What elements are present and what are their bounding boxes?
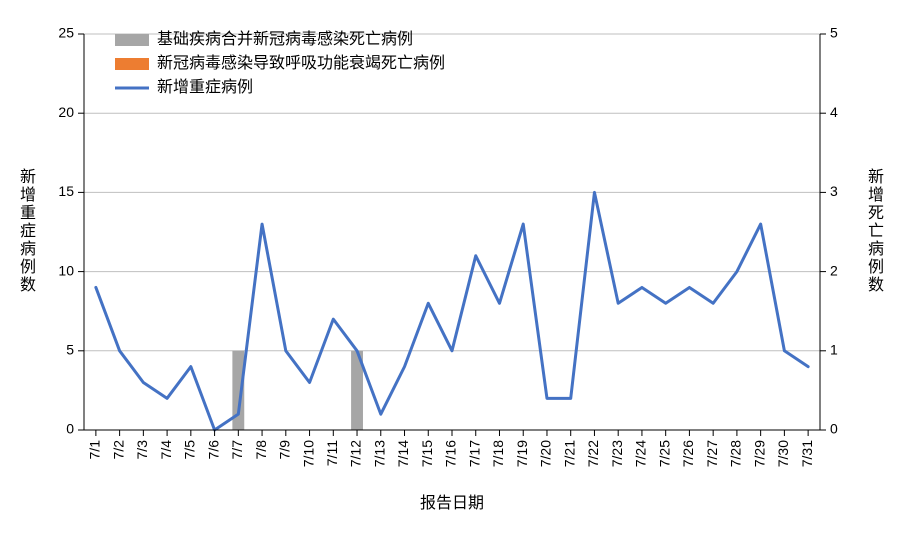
x-tick-label: 7/19 [514, 440, 530, 467]
y-right-axis-label: 亡 [868, 222, 884, 240]
x-tick-label: 7/4 [158, 440, 174, 460]
x-tick-label: 7/24 [633, 440, 649, 467]
legend-label: 新冠病毒感染导致呼吸功能衰竭死亡病例 [157, 54, 445, 72]
x-tick-label: 7/9 [277, 440, 293, 460]
combo-chart: 7/1 7/2 7/3 7/4 7/5 7/6 7/7 7/8 7/9 7/10 7/11 7/12 7… [0, 0, 904, 534]
x-tick-label: 7/20 [538, 440, 554, 467]
x-tick-label: 7/22 [585, 440, 601, 467]
y-right-axis-label: 病 [868, 240, 884, 258]
y-right-axis-label: 新 [868, 168, 884, 186]
legend-label: 基础疾病合并新冠病毒感染死亡病例 [157, 30, 413, 48]
x-tick-label: 7/3 [134, 440, 150, 460]
y-left-axis-label: 例 [20, 258, 36, 276]
x-tick-label: 7/12 [348, 440, 364, 467]
y-right-axis-label: 死 [868, 205, 884, 222]
x-tick-label: 7/6 [205, 440, 221, 460]
y-right-tick-label: 2 [830, 262, 838, 278]
x-tick-label: 7/7 [229, 440, 245, 460]
y-left-axis-label: 重 [20, 204, 36, 222]
x-tick-label: 7/27 [704, 440, 720, 467]
x-axis-title: 报告日期 [420, 494, 484, 512]
y-right-tick-label: 4 [830, 104, 838, 120]
y-right-axis-label: 数 [868, 276, 884, 294]
y-left-tick-label: 0 [66, 421, 74, 437]
y-left-tick-label: 25 [58, 25, 74, 41]
x-tick-label: 7/8 [253, 440, 269, 460]
x-tick-label: 7/25 [656, 440, 672, 467]
x-tick-label: 7/1 [87, 440, 103, 460]
x-tick-label: 7/21 [561, 440, 577, 467]
chart-container: 7/1 7/2 7/3 7/4 7/5 7/6 7/7 7/8 7/9 7/10 7/11 7/12 7… [0, 0, 904, 534]
y-right-axis-label: 例 [868, 258, 884, 276]
x-tick-label: 7/28 [728, 440, 744, 467]
x-tick-label: 7/16 [443, 440, 459, 467]
x-tick-label: 7/10 [300, 440, 316, 467]
y-right-tick-label: 1 [830, 342, 838, 358]
y-right-tick-label: 5 [830, 25, 838, 41]
y-right-tick-label: 3 [830, 183, 838, 199]
y-right-axis-label: 增 [868, 186, 884, 204]
x-tick-label: 7/26 [680, 440, 696, 467]
x-tick-label: 7/31 [799, 440, 815, 467]
legend-swatch [115, 58, 149, 70]
y-left-axis-label: 症 [20, 222, 36, 240]
x-tick-label: 7/17 [466, 440, 482, 467]
y-left-tick-label: 5 [66, 342, 74, 358]
x-tick-label: 7/30 [775, 440, 791, 467]
x-tick-label: 7/2 [110, 440, 126, 460]
x-tick-label: 7/18 [490, 440, 506, 467]
x-tick-label: 7/29 [751, 440, 767, 467]
y-left-axis-label: 病 [20, 240, 36, 258]
x-tick-label: 7/5 [182, 440, 198, 460]
x-tick-label: 7/23 [609, 440, 625, 467]
y-left-axis-label: 增 [20, 186, 36, 204]
y-left-tick-label: 10 [58, 262, 74, 278]
legend-swatch [115, 34, 149, 46]
x-tick-label: 7/11 [324, 440, 340, 466]
y-left-tick-label: 15 [58, 183, 74, 199]
y-right-tick-label: 0 [830, 421, 838, 437]
legend-label: 新增重症病例 [157, 78, 253, 96]
y-left-axis-label: 新 [20, 168, 36, 186]
x-tick-label: 7/15 [419, 440, 435, 467]
x-tick-label: 7/13 [371, 440, 387, 467]
x-tick-label: 7/14 [395, 440, 411, 467]
y-left-axis-label: 数 [20, 276, 36, 294]
y-left-tick-label: 20 [58, 104, 74, 120]
